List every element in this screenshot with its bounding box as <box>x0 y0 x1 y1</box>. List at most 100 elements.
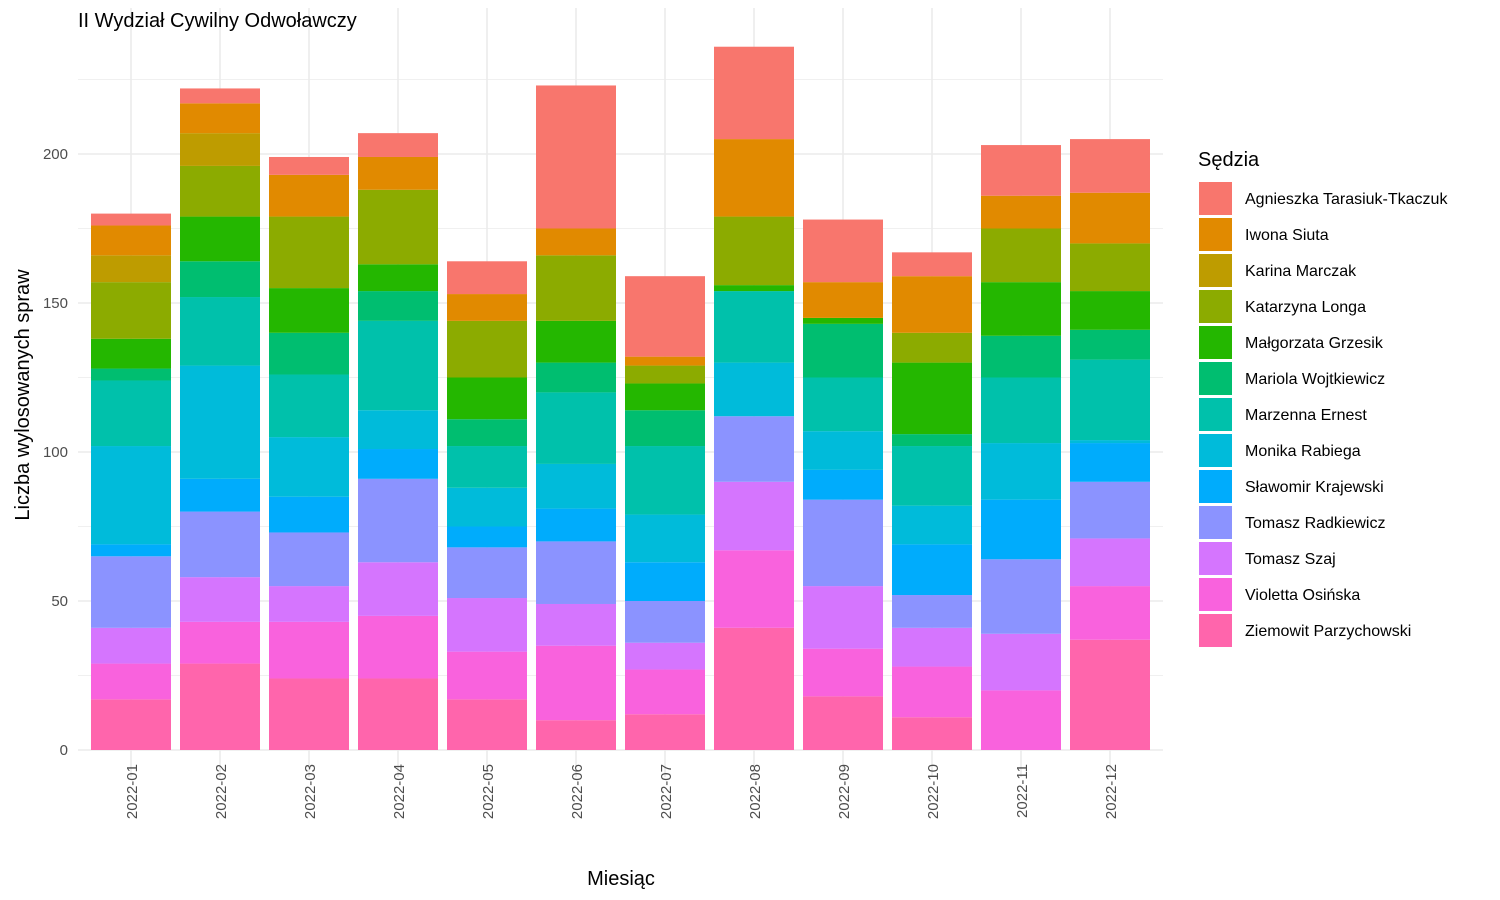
y-tick-label: 0 <box>60 742 68 759</box>
bar-segment <box>803 282 883 318</box>
bar-segment <box>180 478 260 512</box>
bar-segment <box>91 255 171 283</box>
bar-segment <box>180 133 260 166</box>
legend-swatch <box>1199 434 1232 467</box>
bar-segment <box>180 365 260 479</box>
bar-segment <box>91 213 171 226</box>
bar-segment <box>1070 243 1150 292</box>
bar-segment <box>714 291 794 363</box>
bar-segment <box>91 446 171 545</box>
bar-segment <box>447 446 527 488</box>
bar-segment <box>180 103 260 134</box>
bar-segment <box>180 88 260 104</box>
bar-segment <box>91 282 171 339</box>
bar-segment <box>269 532 349 587</box>
bar-segment <box>981 690 1061 750</box>
bar-segment <box>91 380 171 447</box>
bar-segment <box>269 678 349 750</box>
x-tick-label: 2022-10 <box>925 764 942 819</box>
bar-segment <box>447 699 527 750</box>
bar-segment <box>625 383 705 411</box>
bar-segment <box>625 410 705 447</box>
bar-segment <box>358 320 438 411</box>
bar-segment <box>981 335 1061 378</box>
x-tick-label: 2022-02 <box>213 764 230 819</box>
bar-segment <box>536 603 616 646</box>
bar-segment <box>91 556 171 628</box>
bar-segment <box>981 559 1061 634</box>
bar-segment <box>447 487 527 527</box>
bar-segment <box>180 577 260 622</box>
bar-segment <box>358 189 438 265</box>
bar-segment <box>358 410 438 450</box>
bar-segment <box>536 645 616 721</box>
bar-segment <box>269 288 349 333</box>
bar-segment <box>892 544 972 596</box>
legend-swatch <box>1199 326 1232 359</box>
bar-segment <box>803 377 883 432</box>
bar-segment <box>892 595 972 628</box>
x-tick-label: 2022-11 <box>1014 764 1031 818</box>
bar-segment <box>803 323 883 378</box>
legend-item-label: Agnieszka Tarasiuk-Tkaczuk <box>1245 191 1448 208</box>
bar-segment <box>180 297 260 366</box>
legend: Sędzia Agnieszka Tarasiuk-Tkaczuk Iwona S… <box>1198 149 1448 647</box>
bar-segment <box>714 416 794 482</box>
bar-segment <box>981 195 1061 229</box>
bar-segment <box>358 449 438 479</box>
bar-segment <box>714 481 794 551</box>
x-tick-label: 2022-05 <box>480 764 497 819</box>
bar-segment <box>536 541 616 604</box>
bar-segment <box>625 642 705 670</box>
bar-segment <box>269 216 349 289</box>
x-tick-label: 2022-12 <box>1103 764 1120 819</box>
bar-segment <box>536 228 616 256</box>
bar-segment <box>91 225 171 256</box>
bar-segment <box>447 419 527 447</box>
bar-segment <box>892 362 972 435</box>
x-tick-label: 2022-03 <box>302 764 319 819</box>
bar-segment <box>1070 329 1150 360</box>
bar-segment <box>803 317 883 324</box>
legend-swatch <box>1199 542 1232 575</box>
legend-swatch <box>1199 506 1232 539</box>
bar-segment <box>803 469 883 500</box>
bar-segment <box>269 437 349 497</box>
bar-segment <box>447 598 527 652</box>
bar-segment <box>714 139 794 217</box>
bar-segment <box>1070 359 1150 441</box>
y-axis-ticks: 0 50 100 150 200 <box>43 146 68 759</box>
bar-segment <box>892 276 972 333</box>
bar-segment <box>892 627 972 667</box>
bar-segment <box>892 434 972 447</box>
bar-segment <box>269 496 349 533</box>
x-tick-label: 2022-06 <box>569 764 586 819</box>
bar-segment <box>358 615 438 679</box>
y-tick-label: 200 <box>43 146 68 163</box>
bar-segment <box>1070 586 1150 640</box>
x-tick-label: 2022-01 <box>124 764 141 819</box>
bar-segment <box>536 463 616 509</box>
legend-swatch <box>1199 290 1232 323</box>
bar-segment <box>803 586 883 649</box>
legend-swatch <box>1199 362 1232 395</box>
x-tick-label: 2022-08 <box>747 764 764 819</box>
bar-segment <box>1070 192 1150 244</box>
bar-segment <box>269 621 349 679</box>
bar-segment <box>447 526 527 548</box>
bar-segment <box>714 285 794 292</box>
bar-segment <box>714 627 794 750</box>
x-tick-label: 2022-09 <box>836 764 853 819</box>
bar-segment <box>536 85 616 229</box>
bar-segment <box>803 648 883 697</box>
bar-segment <box>358 133 438 157</box>
bar-segment <box>625 562 705 601</box>
bar-segment <box>625 601 705 643</box>
bar-segment <box>803 696 883 750</box>
bar-segment <box>269 332 349 375</box>
x-axis-ticks: 2022-01 2022-02 2022-03 2022-04 2022-05 2022-… <box>124 764 1120 819</box>
bar-segment <box>358 562 438 616</box>
legend-swatch <box>1199 470 1232 503</box>
bar-segment <box>358 264 438 292</box>
